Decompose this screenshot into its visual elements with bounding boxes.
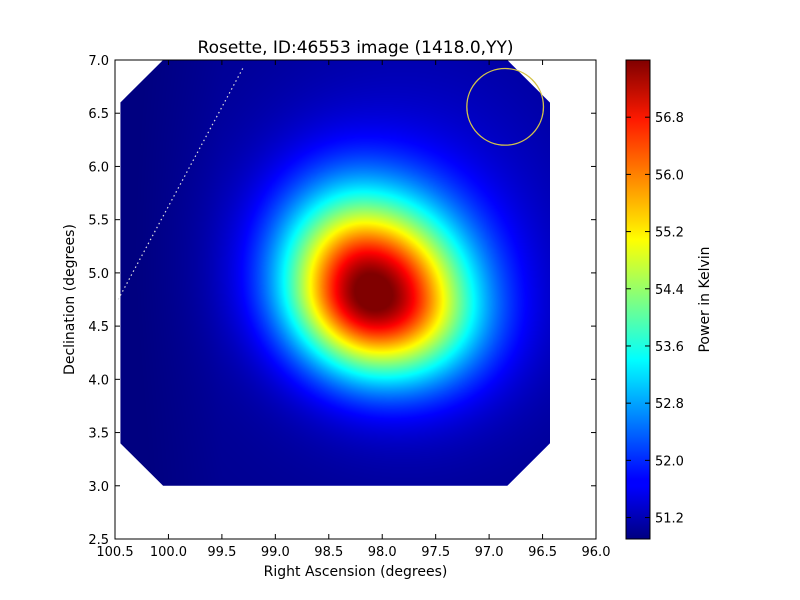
- colorbar-tick-label: 53.6: [655, 340, 684, 355]
- chart-title: Rosette, ID:46553 image (1418.0,YY): [198, 38, 514, 58]
- colorbar-ticks: 51.2 52.0 52.8 53.6 54.4 55.2 56.0 56.8: [626, 111, 684, 527]
- y-tick-label: 7.0: [88, 54, 109, 69]
- y-axis-label: Declination (degrees): [62, 224, 78, 375]
- axes-frame: [114, 59, 597, 540]
- y-tick-label: 4.5: [88, 320, 109, 335]
- x-tick-label: 98.0: [368, 545, 397, 560]
- dotted-line: [117, 67, 244, 300]
- y-tick-label: 4.0: [88, 373, 109, 388]
- y-tick-label: 5.0: [88, 267, 109, 282]
- x-tick-label: 97.5: [421, 545, 450, 560]
- colorbar-tick-label: 56.0: [655, 168, 684, 183]
- x-axis-label: Right Ascension (degrees): [264, 564, 448, 580]
- colorbar-tick-label: 54.4: [655, 283, 684, 298]
- y-tick-label: 5.5: [88, 214, 109, 229]
- heatmap-image: [120, 60, 551, 486]
- x-tick-label: 99.5: [207, 545, 236, 560]
- colorbar-label: Power in Kelvin: [697, 246, 713, 352]
- colorbar-tick-label: 52.8: [655, 397, 684, 412]
- y-tick-label: 3.0: [88, 480, 109, 495]
- x-axis: 100.5 100.0 99.5 99.0 98.5 98.0 97.5 97.0 96.5 96…: [96, 60, 610, 560]
- x-tick-label: 99.0: [261, 545, 290, 560]
- y-tick-label: 3.5: [88, 427, 109, 442]
- x-tick-label: 100.5: [96, 545, 133, 560]
- x-tick-label: 98.5: [314, 545, 343, 560]
- x-tick-label: 100.0: [150, 545, 187, 560]
- y-axis: 2.5 3.0 3.5 4.0 4.5 5.0 5.5 6.0 6.5 7.0: [88, 54, 596, 548]
- y-tick-label: 6.0: [88, 160, 109, 175]
- y-tick-label: 6.5: [88, 107, 109, 122]
- beam-circle: [466, 67, 545, 146]
- colorbar-tick-label: 52.0: [655, 454, 684, 469]
- x-tick-label: 97.0: [475, 545, 504, 560]
- colorbar: 51.2 52.0 52.8 53.6 54.4 55.2 56.0 56.8 Power i…: [625, 59, 713, 540]
- colorbar-tick-label: 51.2: [655, 512, 684, 527]
- y-tick-label: 2.5: [88, 533, 109, 548]
- x-tick-label: 96.5: [528, 545, 557, 560]
- x-tick-label: 96.0: [582, 545, 611, 560]
- colorbar-gradient: [625, 59, 651, 540]
- colorbar-tick-label: 55.2: [655, 226, 684, 241]
- colorbar-tick-label: 56.8: [655, 111, 684, 126]
